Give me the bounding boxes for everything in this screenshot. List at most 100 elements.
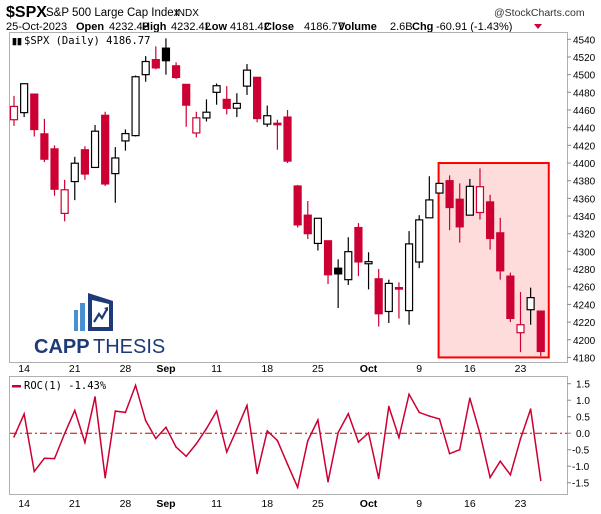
candle-body xyxy=(364,261,373,265)
roc-point xyxy=(418,411,421,414)
price-tick-label: 4440 xyxy=(573,124,596,135)
candle xyxy=(30,93,39,137)
close-value: 4186.77 xyxy=(304,21,344,33)
candle xyxy=(496,217,505,280)
candle-body xyxy=(506,275,515,320)
candle-body xyxy=(435,182,444,194)
candle xyxy=(242,64,252,95)
date-tick-label: 9 xyxy=(416,498,422,509)
candle-body xyxy=(516,324,525,334)
stockcharts-watermark: @StockCharts.com xyxy=(494,7,585,19)
roc-point xyxy=(134,384,137,387)
date-axis-bottom: 14 21 28 Sep 11 18 25 Oct 9 16 23 xyxy=(18,498,526,510)
roc-point xyxy=(327,480,329,483)
roc-point xyxy=(104,476,106,479)
candle xyxy=(415,215,424,269)
candle xyxy=(171,62,181,80)
roc-point xyxy=(529,408,532,410)
price-tick-label: 4360 xyxy=(573,194,596,205)
candle xyxy=(70,156,79,201)
roc-point xyxy=(539,479,542,482)
price-tick-label: 4240 xyxy=(573,300,596,311)
candle xyxy=(182,83,191,127)
close-label: Close xyxy=(264,21,294,33)
price-tick-label: 4340 xyxy=(573,212,596,223)
roc-point xyxy=(256,472,258,475)
candle xyxy=(101,111,110,186)
roc-point xyxy=(438,418,441,420)
date-tick-label: 11 xyxy=(211,498,222,509)
candle-body xyxy=(242,69,252,87)
candle-body xyxy=(9,105,19,121)
candle-body xyxy=(111,157,120,175)
roc-point xyxy=(53,457,56,460)
candle xyxy=(192,111,201,138)
roc-point xyxy=(448,452,451,455)
candle xyxy=(263,105,272,127)
roc-point xyxy=(306,439,309,442)
date-tick-label: 21 xyxy=(69,498,81,509)
candle-body xyxy=(161,47,171,62)
date-axis-top: 14 21 28 Sep 11 18 25 Oct 9 16 23 xyxy=(18,363,526,375)
open-value: 4232.42 xyxy=(109,21,149,33)
price-tick-label: 4500 xyxy=(573,71,596,82)
candle-body xyxy=(192,117,201,134)
candle xyxy=(20,83,29,118)
candlestick-icon: ▮▮ xyxy=(12,36,22,46)
candle xyxy=(131,75,140,137)
roc-point xyxy=(43,457,46,460)
candle-body xyxy=(293,185,302,226)
date-tick-label: Oct xyxy=(360,498,378,509)
high-label: High xyxy=(142,21,167,33)
roc-point xyxy=(236,428,238,431)
roc-point xyxy=(469,397,471,400)
date-tick-label: 18 xyxy=(261,498,273,509)
roc-point xyxy=(337,431,339,434)
candle-body xyxy=(40,133,49,160)
candle-body xyxy=(263,115,272,125)
roc-legend: ROC(1) -1.43% xyxy=(12,380,107,392)
candle xyxy=(40,118,49,163)
chg-label: Chg xyxy=(412,21,433,33)
date-tick-label: 11 xyxy=(211,363,222,375)
candle-body xyxy=(70,162,79,183)
roc-point xyxy=(367,432,370,434)
price-legend-text: $SPX (Daily) 4186.77 xyxy=(24,35,150,47)
roc-panel xyxy=(9,376,568,495)
roc-point xyxy=(347,412,350,415)
roc-point xyxy=(155,437,157,440)
index-name: S&P 500 Large Cap Index xyxy=(46,7,180,19)
price-tick-label: 4300 xyxy=(573,247,596,258)
candle-body xyxy=(425,199,434,219)
roc-tick-label: -1.0 xyxy=(572,462,590,473)
candle xyxy=(80,146,90,180)
candle-body xyxy=(465,185,474,216)
candle-body xyxy=(526,297,535,311)
roc-point xyxy=(185,455,188,458)
roc-point xyxy=(205,427,208,430)
roc-tick-label: -1.5 xyxy=(572,479,590,490)
candle-body xyxy=(80,149,90,175)
candle xyxy=(425,176,434,219)
candle-body xyxy=(212,85,221,93)
roc-point xyxy=(215,410,218,412)
candle xyxy=(222,86,231,115)
low-label: Low xyxy=(205,21,227,33)
roc-point xyxy=(296,486,299,489)
price-tick-label: 4460 xyxy=(573,106,596,117)
roc-point xyxy=(246,404,248,407)
candle xyxy=(404,231,414,325)
price-tick-label: 4480 xyxy=(573,88,596,99)
date-tick-label: 16 xyxy=(464,498,476,509)
roc-point xyxy=(225,451,228,453)
roc-point xyxy=(317,419,319,421)
date-tick-label: 25 xyxy=(312,498,324,509)
candle xyxy=(475,168,485,220)
roc-point xyxy=(23,413,25,415)
candle-body xyxy=(303,214,312,235)
candle-body xyxy=(334,267,343,275)
roc-point xyxy=(73,409,76,412)
candle xyxy=(293,185,302,228)
candle xyxy=(111,147,120,203)
